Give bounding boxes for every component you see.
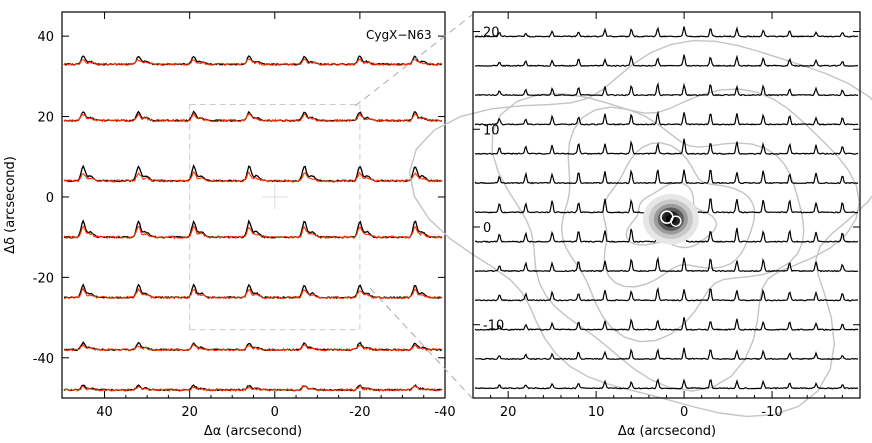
y-tick-label: 20 [483,26,500,41]
x-tick-label: 40 [96,405,113,420]
spectrum-row [474,110,859,126]
contour-line [408,39,872,418]
black-spectrum-row [63,283,443,300]
central-source [642,193,699,245]
y-tick-label: 0 [483,221,491,236]
y-tick-label: 10 [483,123,500,138]
y-tick-label: 0 [46,191,54,206]
y-tick-label: 40 [37,30,54,45]
x-tick-label: 0 [680,405,688,420]
zoom-connectors [354,14,473,399]
right-x-axis-label: Δα (arcsecond) [618,424,716,439]
red-spectrum-row [63,57,443,67]
spectrum-row [474,54,858,68]
right-panel: 20 10 0 -10 20 10 0 -10 CygX−N63 Δα (arcsecond) [366,11,872,439]
left-panel: 40 20 0 -20 -40 40 20 0 -20 -40 Δα (arcsecond) Δδ… [3,11,456,439]
red-spectrum-row [63,343,443,352]
left-plot-frame [61,11,446,399]
red-spectrum-row [63,224,443,240]
red-spectrum-row [64,170,443,183]
y-tick-label: -10 [483,319,504,334]
black-spectrum-row [63,164,443,183]
contour-line [602,142,756,288]
spectrum-row [474,286,859,302]
spectrum-row [474,169,859,185]
x-tick-label: -10 [761,405,782,420]
zoom-connector-bottom [369,287,473,399]
red-spectrum-row [63,384,443,392]
contour-line [491,88,861,392]
left-x-axis-label: Δα (arcsecond) [204,424,302,439]
contour-map [408,39,872,418]
x-tick-label: 10 [588,405,605,420]
x-tick-label: -20 [349,405,370,420]
right-ticks: 20 10 0 -10 20 10 0 -10 [472,12,860,420]
spectrum-row [474,25,858,38]
spectrum-row [474,347,859,361]
left-spectra [63,55,443,392]
right-spectra [474,25,859,390]
contour-line [625,181,718,249]
spectrum-row [474,378,859,390]
panel-label: CygX−N63 [366,28,432,42]
x-tick-label: 20 [181,405,198,420]
y-tick-label: -40 [33,352,54,367]
left-ticks: 40 20 0 -20 -40 40 20 0 -20 -40 [33,12,456,420]
spectrum-row [474,256,859,273]
zoom-connector-top [354,14,473,107]
source-contour [670,215,682,227]
black-spectrum-row [63,219,443,239]
left-guides [189,103,361,331]
red-spectrum-row [63,112,443,123]
x-tick-label: 0 [271,405,279,420]
spectrum-row [474,317,859,331]
y-tick-label: -20 [33,271,54,286]
x-tick-label: 20 [500,405,517,420]
contour-line [560,106,805,343]
spectrum-row [474,82,859,97]
red-spectrum-row [63,287,443,300]
spectrum-row [475,138,859,156]
x-tick-label: -40 [434,405,455,420]
y-tick-label: 20 [37,111,54,126]
black-spectrum-row [63,55,443,66]
left-y-axis-label: Δδ (arcsecond) [3,156,18,254]
